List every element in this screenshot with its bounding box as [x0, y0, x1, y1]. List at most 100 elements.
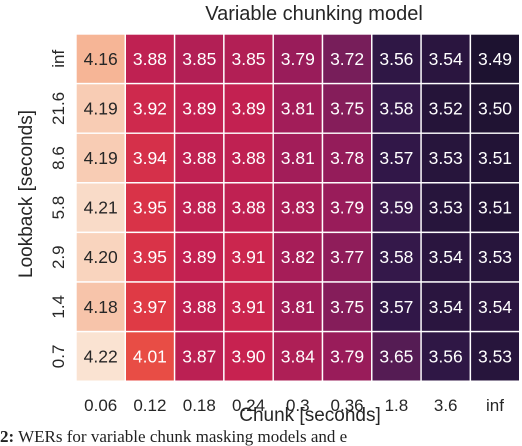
- y-tick-label: 5.8: [49, 196, 68, 220]
- y-tick-label: inf: [49, 50, 68, 68]
- heatmap-cell: [420, 281, 472, 333]
- x-tick-label: 3.6: [434, 396, 458, 415]
- heatmap-cell: [124, 33, 176, 85]
- heatmap-cell: [124, 281, 176, 333]
- cell-value-label: 3.95: [133, 247, 167, 267]
- heatmap-cell: [75, 330, 126, 382]
- heatmap-chart: Variable chunking model 4.16 3.88 3.85 3.85…: [16, 3, 521, 426]
- cell-value-label: 3.53: [429, 148, 463, 168]
- cell-value-label: 3.54: [429, 247, 463, 267]
- cell-value-label: 3.75: [330, 98, 364, 118]
- y-axis-label: Lookback [seconds]: [16, 110, 37, 278]
- cell-value-label: 3.88: [231, 148, 265, 168]
- heatmap-cell: [420, 33, 472, 85]
- heatmap-cell: [371, 330, 422, 382]
- cell-value-label: 3.53: [478, 247, 512, 267]
- heatmap-cell: [223, 281, 274, 333]
- heatmap-cell: [124, 330, 176, 382]
- cell-value-label: 3.77: [330, 247, 364, 267]
- heatmap-cell: [272, 281, 324, 333]
- heatmap-cell: [272, 82, 324, 134]
- heatmap-cell: [75, 281, 126, 333]
- cell-value-label: 4.16: [84, 49, 118, 69]
- heatmap-cell: [75, 82, 126, 134]
- cell-value-label: 3.79: [330, 198, 364, 218]
- cell-value-label: 4.19: [84, 148, 118, 168]
- heatmap-cell: [469, 231, 521, 283]
- cell-value-label: 3.82: [281, 247, 315, 267]
- cell-value-label: 3.52: [429, 98, 463, 118]
- heatmap-cell: [223, 132, 274, 184]
- y-tick-label: 1.4: [49, 295, 68, 319]
- heatmap-cell: [371, 82, 422, 134]
- heatmap-cell: [75, 33, 126, 85]
- heatmap-cell: [124, 182, 176, 234]
- cell-value-label: 3.81: [281, 148, 315, 168]
- heatmap-cell: [75, 132, 126, 184]
- cell-value-label: 3.78: [330, 148, 364, 168]
- cell-value-label: 3.65: [379, 346, 413, 366]
- cell-value-label: 3.58: [379, 247, 413, 267]
- cell-value-label: 3.91: [231, 297, 265, 317]
- cell-value-label: 3.53: [478, 346, 512, 366]
- x-tick-label: 0.3: [286, 396, 310, 415]
- figure-caption: 2: WERs for variable chunk masking model…: [0, 428, 522, 446]
- heatmap-cell: [272, 132, 324, 184]
- heatmap-cell: [75, 182, 126, 234]
- cell-value-label: 3.51: [478, 148, 512, 168]
- cell-value-label: 3.85: [231, 49, 265, 69]
- cell-value-label: 3.72: [330, 49, 364, 69]
- cell-value-label: 3.56: [379, 49, 413, 69]
- x-tick-label: 0.12: [133, 396, 166, 415]
- heatmap-cells: 4.16 3.88 3.85 3.85 3.79 3.72 3.56 3.54 3.49 4.19…: [75, 33, 521, 382]
- cell-value-label: 3.89: [182, 98, 216, 118]
- cell-value-label: 3.87: [182, 346, 216, 366]
- cell-value-label: 3.94: [133, 148, 167, 168]
- cell-value-label: 3.58: [379, 98, 413, 118]
- heatmap-cell: [75, 231, 126, 283]
- heatmap-cell: [321, 33, 373, 85]
- cell-value-label: 3.57: [379, 297, 413, 317]
- cell-value-label: 3.54: [478, 297, 512, 317]
- cell-value-label: 3.95: [133, 198, 167, 218]
- cell-value-label: 3.85: [182, 49, 216, 69]
- heatmap-cell: [173, 330, 225, 382]
- cell-value-label: 4.20: [84, 247, 118, 267]
- x-tick-label: 1.8: [385, 396, 409, 415]
- x-tick-label: 0.36: [331, 396, 364, 415]
- cell-value-label: 3.92: [133, 98, 167, 118]
- heatmap-cell: [469, 132, 521, 184]
- cell-value-label: 3.49: [478, 49, 512, 69]
- heatmap-cell: [469, 182, 521, 234]
- heatmap-cell: [420, 330, 472, 382]
- caption-text: WERs for variable chunk masking models a…: [18, 428, 348, 446]
- x-tick-labels: 0.06 0.12 0.18 0.24 0.3 0.36 1.8 3.6 inf: [84, 396, 504, 415]
- cell-value-label: 3.91: [231, 247, 265, 267]
- cell-value-label: 3.88: [182, 297, 216, 317]
- cell-value-label: 4.01: [133, 346, 167, 366]
- heatmap-cell: [321, 330, 373, 382]
- cell-value-label: 3.89: [231, 98, 265, 118]
- chart-title: Variable chunking model: [205, 3, 423, 25]
- cell-value-label: 3.88: [133, 49, 167, 69]
- heatmap-cell: [321, 281, 373, 333]
- cell-value-label: 3.79: [330, 346, 364, 366]
- cell-value-label: 4.19: [84, 98, 118, 118]
- cell-value-label: 4.21: [84, 198, 118, 218]
- cell-value-label: 3.54: [429, 297, 463, 317]
- cell-value-label: 3.88: [231, 198, 265, 218]
- cell-value-label: 3.50: [478, 98, 512, 118]
- cell-value-label: 3.89: [182, 247, 216, 267]
- cell-value-label: 3.53: [429, 198, 463, 218]
- heatmap-cell: [223, 182, 274, 234]
- x-tick-label: 0.18: [183, 396, 216, 415]
- cell-value-label: 3.81: [281, 98, 315, 118]
- cell-value-label: 3.83: [281, 198, 315, 218]
- heatmap-cell: [173, 281, 225, 333]
- heatmap-cell: [420, 82, 472, 134]
- cell-value-label: 3.59: [379, 198, 413, 218]
- cell-value-label: 3.75: [330, 297, 364, 317]
- y-tick-label: 0.7: [49, 345, 68, 369]
- heatmap-cell: [469, 330, 521, 382]
- heatmap-cell: [469, 281, 521, 333]
